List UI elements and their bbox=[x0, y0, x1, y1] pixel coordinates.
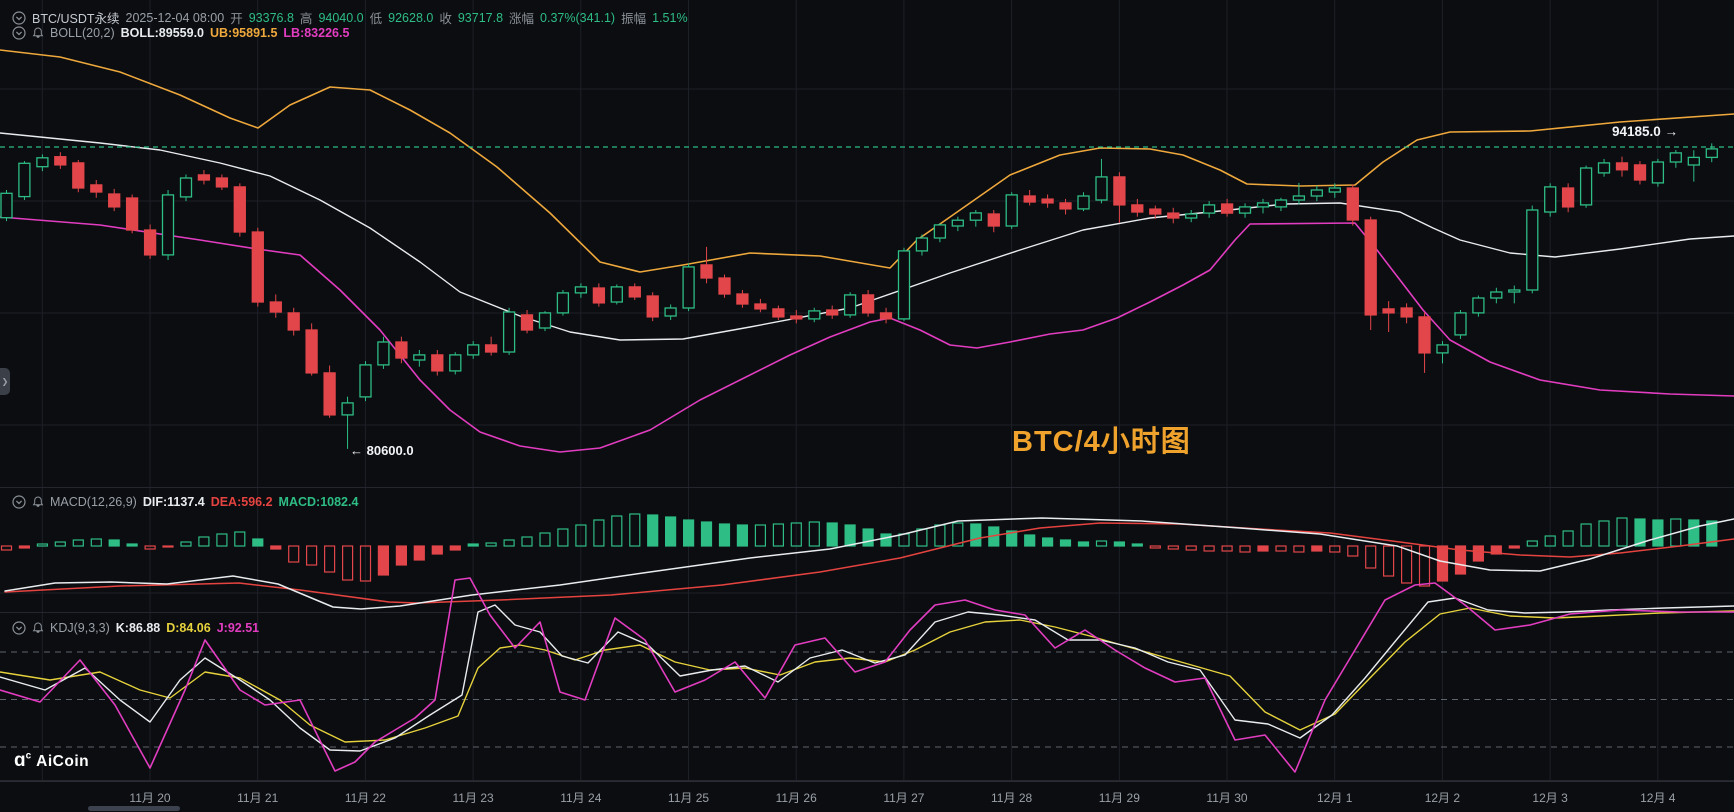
change-label: 涨幅 bbox=[509, 12, 535, 26]
ohlc-header-row: BTC/USDT永续 2025-12-04 08:00 开 93376.8 高 … bbox=[12, 8, 688, 27]
macd-dif-value: DIF:1137.4 bbox=[142, 495, 205, 509]
x-axis-label: 12月 4 bbox=[1640, 791, 1676, 805]
x-axis-label: 11月 21 bbox=[237, 791, 279, 805]
current-price-label: 94185.0 → bbox=[1612, 124, 1679, 139]
macd-indicator-row: MACD(12,26,9) DIF:1137.4 DEA:596.2 MACD:… bbox=[12, 495, 358, 509]
x-axis-label: 11月 25 bbox=[667, 791, 710, 805]
x-axis-label: 11月 28 bbox=[991, 791, 1033, 805]
x-axis-label: 12月 3 bbox=[1532, 791, 1568, 805]
aicoin-logo: ɑc AiCoin bbox=[14, 751, 89, 771]
kdj-d-value: D:84.06 bbox=[166, 621, 211, 635]
candle-datetime: 2025-12-04 08:00 bbox=[125, 10, 225, 25]
kdj-indicator-row: KDJ(9,3,3) K:86.88 D:84.06 J:92.51 bbox=[12, 621, 259, 635]
alert-bell-icon[interactable] bbox=[32, 496, 44, 508]
x-axis-label: 12月 1 bbox=[1317, 791, 1353, 805]
kdj-j-value: J:92.51 bbox=[216, 621, 260, 635]
kdj-k-value: K:86.88 bbox=[115, 621, 161, 635]
amplitude-label: 振幅 bbox=[621, 12, 647, 26]
boll-mid-value: BOLL:89559.0 bbox=[120, 26, 204, 40]
x-axis-label: 11月 20 bbox=[129, 791, 171, 805]
x-axis-label: 11月 24 bbox=[560, 791, 602, 805]
change-value: 0.37%(341.1) bbox=[540, 10, 616, 25]
macd-name[interactable]: MACD(12,26,9) bbox=[50, 495, 137, 509]
low-price-annotation: ← 80600.0 bbox=[350, 443, 414, 458]
low-value: 92628.0 bbox=[388, 10, 434, 25]
x-axis-label: 11月 30 bbox=[1206, 791, 1248, 805]
open-label: 开 bbox=[230, 12, 243, 26]
low-label: 低 bbox=[369, 12, 383, 26]
aicoin-logo-text: AiCoin bbox=[36, 753, 90, 770]
symbol-label[interactable]: BTC/USDT永续 bbox=[32, 12, 120, 26]
macd-dea-value: DEA:596.2 bbox=[210, 495, 273, 509]
amplitude-value: 1.51% bbox=[652, 10, 688, 25]
open-value: 93376.8 bbox=[248, 10, 294, 25]
collapse-chevron-icon[interactable] bbox=[12, 10, 26, 25]
high-value: 94040.0 bbox=[318, 10, 364, 25]
collapse-chevron-icon[interactable] bbox=[12, 26, 26, 40]
high-label: 高 bbox=[299, 12, 313, 26]
boll-name[interactable]: BOLL(20,2) bbox=[50, 26, 115, 40]
collapse-chevron-icon[interactable] bbox=[12, 621, 26, 635]
x-axis-label: 11月 23 bbox=[452, 791, 494, 805]
close-label: 收 bbox=[439, 12, 452, 26]
x-axis[interactable]: 11月 20 11月 21 11月 22 11月 23 11月 24 11月 25 11月 … bbox=[0, 781, 1734, 812]
boll-indicator-row: BOLL(20,2) BOLL:89559.0 UB:95891.5 LB:83… bbox=[12, 26, 349, 40]
boll-ub-value: UB:95891.5 bbox=[210, 26, 278, 40]
x-axis-label: 11月 26 bbox=[775, 791, 817, 805]
x-axis-label: 12月 2 bbox=[1424, 791, 1461, 805]
aicoin-logo-mark: ɑc bbox=[14, 750, 32, 771]
chart-watermark: BTC/4小时图 bbox=[1012, 426, 1191, 458]
macd-hist-value: MACD:1082.4 bbox=[278, 495, 359, 509]
x-axis-label: 11月 22 bbox=[344, 791, 386, 805]
sidebar-expand-tab[interactable]: ❯ bbox=[0, 368, 10, 395]
collapse-chevron-icon[interactable] bbox=[12, 495, 26, 509]
x-axis-label: 11月 29 bbox=[1098, 791, 1140, 805]
kdj-name[interactable]: KDJ(9,3,3) bbox=[50, 621, 110, 635]
chevron-right-icon: ❯ bbox=[1, 377, 9, 386]
boll-lb-value: LB:83226.5 bbox=[283, 26, 350, 40]
horizontal-scrollbar-thumb[interactable] bbox=[88, 806, 180, 811]
alert-bell-icon[interactable] bbox=[32, 27, 44, 39]
alert-bell-icon[interactable] bbox=[32, 622, 44, 634]
close-value: 93717.8 bbox=[457, 10, 504, 25]
x-axis-label: 11月 27 bbox=[883, 791, 925, 805]
